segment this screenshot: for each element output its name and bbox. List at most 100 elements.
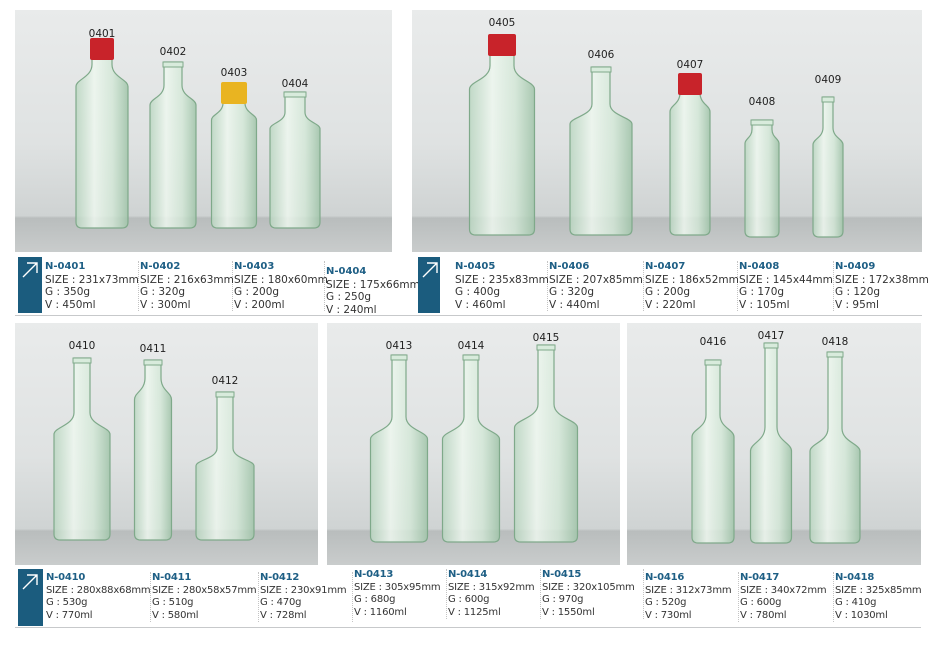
product-volume: V : 770ml xyxy=(46,609,93,621)
product-volume: V : 105ml xyxy=(739,298,790,311)
bottle-number-label: 0418 xyxy=(821,336,849,348)
product-spec: N-0409 SIZE : 172x38mm G : 120g V : 95ml xyxy=(835,261,933,311)
product-volume: V : 1125ml xyxy=(448,606,501,618)
product-volume: V : 450ml xyxy=(45,298,96,311)
product-weight: G : 320g xyxy=(549,286,595,298)
product-volume: V : 220ml xyxy=(645,298,696,311)
bottle-number-label: 0416 xyxy=(699,336,727,348)
product-code: N-0412 xyxy=(260,572,300,583)
bottle-neck-rim xyxy=(826,351,844,358)
bottle-number-label: 0409 xyxy=(814,74,842,86)
bottle-number-label: 0402 xyxy=(159,46,187,58)
product-code: N-0402 xyxy=(140,261,181,272)
product-size: SIZE : 172x38mm xyxy=(835,273,929,286)
glass-bottle-image xyxy=(195,391,255,541)
product-size: SIZE : 145x44mm xyxy=(739,273,833,286)
product-weight: G : 250g xyxy=(326,291,372,303)
bottle-neck-rim xyxy=(821,96,835,103)
glass-bottle-image xyxy=(691,359,735,544)
product-code: N-0410 xyxy=(46,572,86,583)
glass-bottle-image xyxy=(749,342,793,544)
product-spec: N-0404 SIZE : 175x66mm G : 250g V : 240ml xyxy=(326,266,424,316)
glass-bottle-image xyxy=(809,351,861,544)
product-weight: G : 520g xyxy=(645,597,687,608)
product-spec: N-0413 SIZE : 305x95mm G : 680g V : 1160ml xyxy=(354,569,447,619)
glass-bottle-image xyxy=(133,359,173,541)
product-volume: V : 730ml xyxy=(645,609,692,621)
product-weight: G : 320g xyxy=(140,286,186,298)
product-volume: V : 1160ml xyxy=(354,606,407,618)
spec-marker-box xyxy=(418,257,440,313)
arrow-up-right-icon xyxy=(422,262,438,278)
glass-bottle-image xyxy=(210,85,258,229)
glass-bottle-image xyxy=(149,61,197,229)
product-volume: V : 780ml xyxy=(740,609,787,621)
product-code: N-0418 xyxy=(835,572,875,583)
bottle-number-label: 0407 xyxy=(676,59,704,71)
product-size: SIZE : 207x85mm xyxy=(549,273,643,286)
product-spec: N-0416 SIZE : 312x73mm G : 520g V : 730ml xyxy=(645,572,739,622)
product-weight: G : 680g xyxy=(354,594,396,605)
product-size: SIZE : 315x92mm xyxy=(448,581,535,593)
glass-bottle-image xyxy=(569,66,633,236)
product-weight: G : 170g xyxy=(739,286,785,298)
product-spec: N-0418 SIZE : 325x85mm G : 410g V : 1030ml xyxy=(835,572,925,622)
glass-bottle-image xyxy=(468,37,536,236)
bottle-cap xyxy=(90,38,114,60)
glass-bottle-image xyxy=(744,119,780,238)
bottle-neck-rim xyxy=(704,359,722,366)
bottle-neck-rim xyxy=(72,357,92,364)
product-weight: G : 400g xyxy=(455,286,501,298)
product-volume: V : 95ml xyxy=(835,298,879,311)
product-volume: V : 240ml xyxy=(326,303,377,316)
bottle-neck-rim xyxy=(590,66,612,73)
spec-row: N-0405 SIZE : 235x83mm G : 400g V : 460ml N-… xyxy=(412,255,929,316)
product-code: N-0404 xyxy=(326,266,367,277)
product-size: SIZE : 180x60mm xyxy=(234,273,328,286)
product-code: N-0411 xyxy=(152,572,192,583)
product-size: SIZE : 325x85mm xyxy=(835,584,922,596)
bottle-number-label: 0414 xyxy=(457,340,485,352)
product-code: N-0401 xyxy=(45,261,86,272)
bottle-number-label: 0408 xyxy=(748,96,776,108)
bottle-number-label: 0411 xyxy=(139,343,167,355)
product-size: SIZE : 186x52mm xyxy=(645,273,739,286)
product-size: SIZE : 340x72mm xyxy=(740,584,827,596)
bottle-neck-rim xyxy=(750,119,774,126)
product-photo-panel: 0405 0406 0407 0408 0409 xyxy=(412,10,922,252)
spec-row: N-0410 SIZE : 280x88x68mm G : 530g V : 770m… xyxy=(15,567,922,628)
spec-marker-box xyxy=(18,257,42,313)
product-volume: V : 580ml xyxy=(152,609,199,621)
product-weight: G : 600g xyxy=(740,597,782,608)
product-volume: V : 728ml xyxy=(260,609,307,621)
product-weight: G : 200g xyxy=(645,286,691,298)
product-size: SIZE : 280x58x57mm xyxy=(152,584,257,596)
product-code: N-0417 xyxy=(740,572,780,583)
product-code: N-0403 xyxy=(234,261,275,272)
spec-row: N-0401 SIZE : 231x73mm G : 350g V : 450ml N-… xyxy=(15,255,420,316)
product-volume: V : 300ml xyxy=(140,298,191,311)
product-size: SIZE : 280x88x68mm xyxy=(46,584,151,596)
product-size: SIZE : 230x91mm xyxy=(260,584,347,596)
glass-bottle-image xyxy=(513,344,579,543)
product-volume: V : 460ml xyxy=(455,298,506,311)
product-weight: G : 200g xyxy=(234,286,280,298)
arrow-up-right-icon xyxy=(22,574,38,590)
bottle-neck-rim xyxy=(283,91,307,98)
bottle-neck-rim xyxy=(462,354,480,361)
bottle-cap xyxy=(488,34,516,56)
arrow-up-right-icon xyxy=(22,262,38,278)
product-photo-panel: 0410 0411 0412 xyxy=(15,323,318,565)
product-size: SIZE : 231x73mm xyxy=(45,273,139,286)
bottle-cap xyxy=(678,73,702,95)
product-spec: N-0412 SIZE : 230x91mm G : 470g V : 728ml xyxy=(260,572,353,622)
bottle-number-label: 0412 xyxy=(211,375,239,387)
bottle-neck-rim xyxy=(143,359,163,366)
product-size: SIZE : 175x66mm xyxy=(326,278,420,291)
product-code: N-0413 xyxy=(354,569,394,580)
product-code: N-0415 xyxy=(542,569,582,580)
glass-bottle-image xyxy=(441,354,501,543)
bottle-number-label: 0403 xyxy=(220,67,248,79)
product-size: SIZE : 320x105mm xyxy=(542,581,635,593)
product-spec: N-0408 SIZE : 145x44mm G : 170g V : 105ml xyxy=(739,261,834,311)
